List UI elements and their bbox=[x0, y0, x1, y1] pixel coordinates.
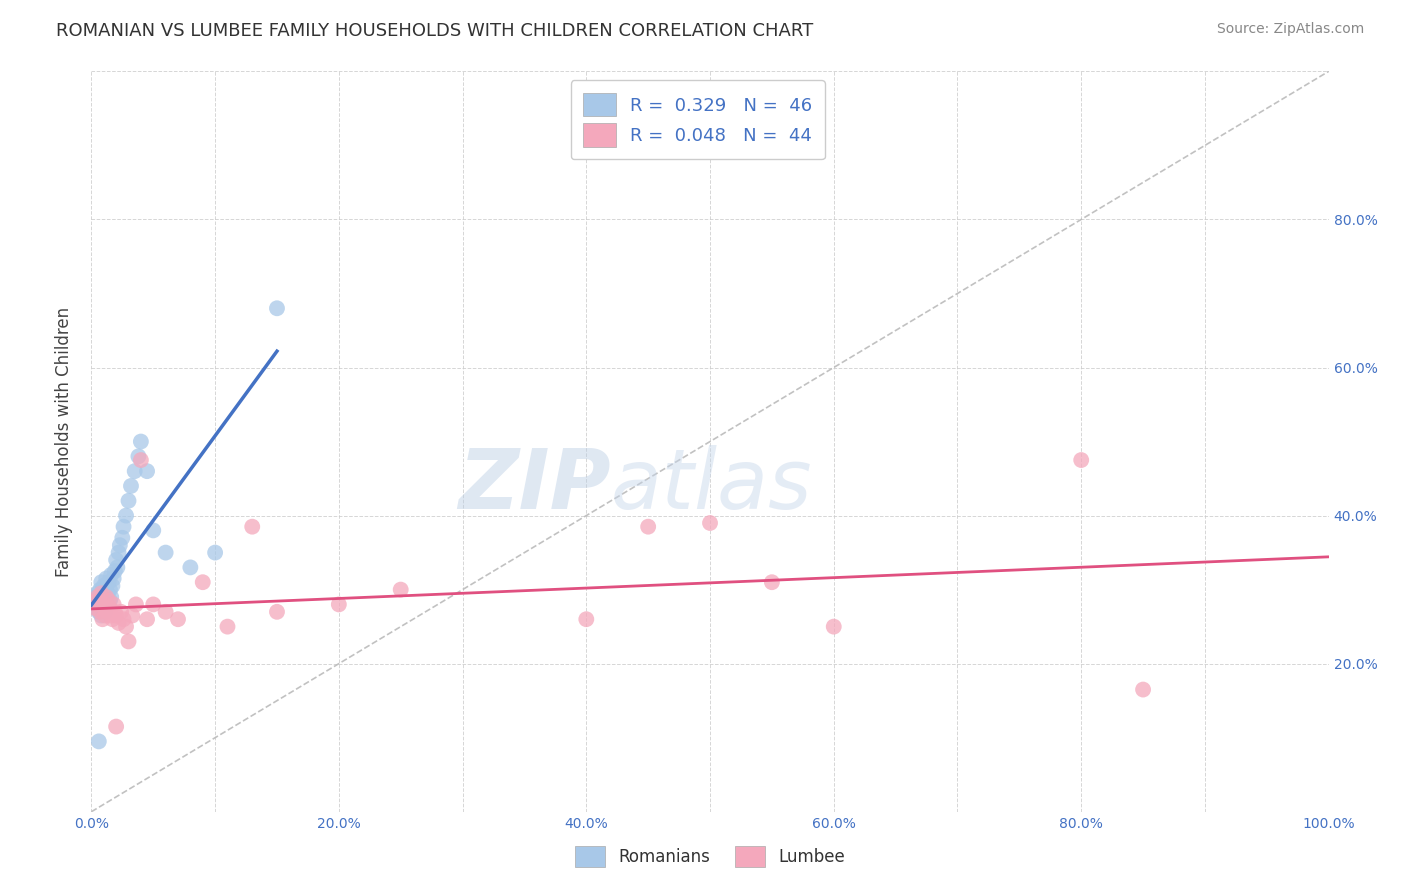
Point bbox=[699, 516, 721, 530]
Point bbox=[105, 720, 128, 734]
Point bbox=[86, 586, 108, 600]
Point bbox=[155, 546, 177, 560]
Point bbox=[100, 590, 122, 604]
Point bbox=[90, 575, 112, 590]
Point bbox=[124, 464, 146, 478]
Point bbox=[761, 575, 783, 590]
Point bbox=[1132, 682, 1154, 697]
Point bbox=[93, 593, 115, 607]
Point bbox=[112, 612, 135, 626]
Point bbox=[108, 538, 131, 552]
Point bbox=[97, 575, 120, 590]
Point bbox=[155, 605, 177, 619]
Point bbox=[575, 612, 598, 626]
Point bbox=[129, 434, 152, 449]
Point bbox=[94, 608, 117, 623]
Point bbox=[104, 564, 127, 578]
Point bbox=[105, 560, 128, 574]
Point bbox=[167, 612, 190, 626]
Point bbox=[179, 560, 201, 574]
Point bbox=[103, 598, 125, 612]
Point bbox=[86, 593, 108, 607]
Legend: Romanians, Lumbee: Romanians, Lumbee bbox=[568, 839, 852, 874]
Point bbox=[96, 582, 118, 597]
Point bbox=[89, 605, 111, 619]
Point bbox=[86, 601, 108, 615]
Point bbox=[127, 450, 149, 464]
Text: ZIP: ZIP bbox=[458, 445, 612, 526]
Point bbox=[86, 590, 108, 604]
Point bbox=[1070, 453, 1092, 467]
Point bbox=[240, 519, 263, 533]
Point bbox=[389, 582, 412, 597]
Point bbox=[91, 601, 114, 615]
Point bbox=[96, 572, 118, 586]
Point bbox=[117, 634, 139, 648]
Point bbox=[90, 586, 112, 600]
Point bbox=[142, 598, 165, 612]
Y-axis label: Family Households with Children: Family Households with Children bbox=[55, 307, 73, 576]
Text: Source: ZipAtlas.com: Source: ZipAtlas.com bbox=[1216, 22, 1364, 37]
Point bbox=[103, 572, 125, 586]
Point bbox=[86, 590, 108, 604]
Point bbox=[104, 605, 127, 619]
Point bbox=[101, 612, 124, 626]
Point bbox=[100, 567, 122, 582]
Point bbox=[107, 546, 129, 560]
Point bbox=[217, 619, 239, 633]
Point bbox=[96, 605, 118, 619]
Point bbox=[96, 598, 118, 612]
Point bbox=[100, 608, 122, 623]
Point bbox=[87, 598, 110, 612]
Point bbox=[120, 479, 142, 493]
Point bbox=[110, 605, 132, 619]
Point bbox=[97, 593, 120, 607]
Point bbox=[637, 519, 659, 533]
Point bbox=[94, 605, 117, 619]
Point bbox=[98, 601, 121, 615]
Point bbox=[111, 531, 134, 545]
Point bbox=[105, 608, 128, 623]
Point bbox=[112, 519, 135, 533]
Point bbox=[266, 301, 288, 316]
Point bbox=[91, 612, 114, 626]
Point bbox=[84, 601, 107, 615]
Point bbox=[266, 605, 288, 619]
Point bbox=[89, 582, 111, 597]
Point bbox=[142, 524, 165, 538]
Point bbox=[89, 598, 111, 612]
Point bbox=[125, 598, 148, 612]
Point bbox=[98, 593, 121, 607]
Point bbox=[121, 608, 143, 623]
Point bbox=[328, 598, 350, 612]
Point bbox=[129, 453, 152, 467]
Point bbox=[98, 582, 121, 597]
Point bbox=[101, 579, 124, 593]
Point bbox=[96, 586, 118, 600]
Point bbox=[93, 579, 115, 593]
Point bbox=[115, 508, 138, 523]
Point bbox=[87, 605, 110, 619]
Point bbox=[136, 464, 159, 478]
Text: atlas: atlas bbox=[612, 445, 813, 526]
Point bbox=[117, 493, 139, 508]
Point bbox=[96, 590, 118, 604]
Point bbox=[93, 598, 115, 612]
Point bbox=[90, 608, 112, 623]
Point bbox=[191, 575, 214, 590]
Point bbox=[105, 553, 128, 567]
Point bbox=[84, 593, 107, 607]
Point bbox=[115, 619, 138, 633]
Point bbox=[94, 590, 117, 604]
Point bbox=[204, 546, 226, 560]
Point bbox=[823, 619, 845, 633]
Text: ROMANIAN VS LUMBEE FAMILY HOUSEHOLDS WITH CHILDREN CORRELATION CHART: ROMANIAN VS LUMBEE FAMILY HOUSEHOLDS WIT… bbox=[56, 22, 814, 40]
Point bbox=[136, 612, 159, 626]
Point bbox=[91, 586, 114, 600]
Point bbox=[107, 615, 129, 630]
Point bbox=[87, 734, 110, 748]
